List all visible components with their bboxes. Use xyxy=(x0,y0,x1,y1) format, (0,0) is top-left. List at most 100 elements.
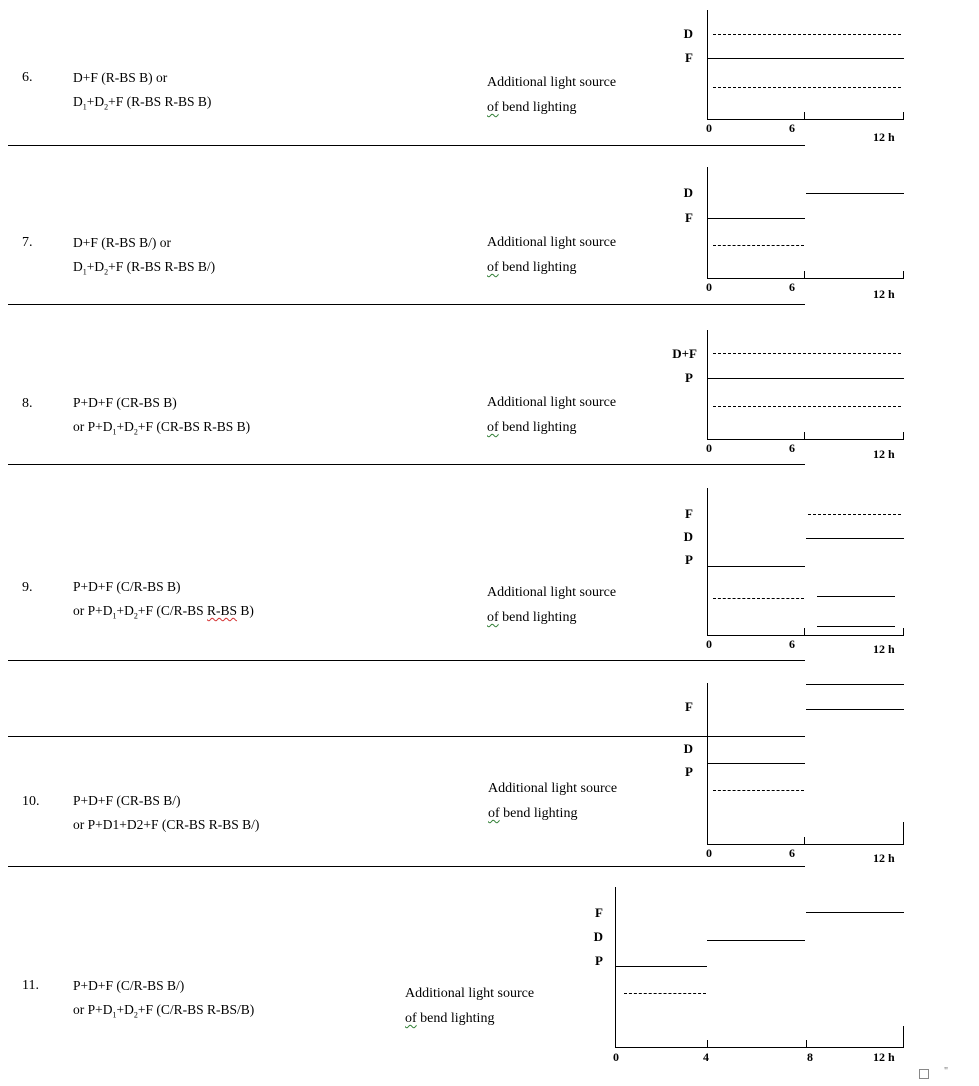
row-separator xyxy=(8,464,805,465)
chart-x-axis xyxy=(707,278,904,279)
chart-label-f: F xyxy=(685,699,693,714)
row-description-line2: D1+D2+F (R-BS R-BS B) xyxy=(73,94,212,112)
solid-signal-line xyxy=(806,684,904,685)
chart-label-f: F xyxy=(685,210,693,225)
chart-tick xyxy=(804,112,805,119)
chart-tick xyxy=(903,628,904,635)
tick-label: 12 h xyxy=(873,1050,895,1064)
chart-label-p: P xyxy=(685,552,693,567)
solid-signal-line xyxy=(707,58,904,59)
tick-label: 0 xyxy=(613,1050,619,1064)
dashed-signal-line xyxy=(713,406,901,407)
dashed-signal-line xyxy=(713,790,804,791)
solid-signal-line xyxy=(806,709,904,710)
chart-label-d: D xyxy=(683,741,693,756)
dashed-signal-line xyxy=(713,353,901,354)
solid-signal-line xyxy=(707,940,805,941)
chart-tick xyxy=(806,1040,807,1047)
chart-y-axis xyxy=(707,10,708,120)
row-separator xyxy=(8,304,805,305)
chart-label-p: P xyxy=(685,370,693,385)
solid-signal-line xyxy=(806,912,904,913)
row-number: 6. xyxy=(22,70,33,85)
chart-tick xyxy=(707,1040,708,1047)
solid-signal-line xyxy=(806,193,904,194)
tick-label: 0 xyxy=(706,121,712,135)
dashed-signal-line xyxy=(713,34,901,35)
chart-tick xyxy=(903,271,904,278)
chart-tick xyxy=(804,271,805,278)
chart-tick xyxy=(804,432,805,439)
row-description-line1: D+F (R-BS B/) or xyxy=(73,235,172,250)
tick-label: 4 xyxy=(703,1050,709,1064)
additional-light-source-label: Additional light source of bend lighting xyxy=(487,585,617,625)
row-description-line2: or P+D1+D2+F (CR-BS R-BS B/) xyxy=(73,817,260,832)
chart-y-axis xyxy=(707,330,708,440)
chart-y-axis xyxy=(707,488,708,636)
row-description-line1: D+F (R-BS B) or xyxy=(73,70,168,85)
tick-label: 0 xyxy=(706,637,712,651)
chart-tick xyxy=(903,1026,904,1047)
row-description-line2: or P+D1+D2+F (C/R-BS R-BS B) xyxy=(73,603,254,621)
dashed-signal-line xyxy=(713,598,804,599)
chart-y-axis xyxy=(707,683,708,845)
row-number: 8. xyxy=(22,396,33,411)
chart-label-p: P xyxy=(685,764,693,779)
chart-tick xyxy=(903,822,904,844)
additional-light-source-label: Additional light source of bend lighting xyxy=(487,395,617,435)
dashed-signal-line xyxy=(713,245,804,246)
row-separator xyxy=(8,866,805,867)
solid-signal-line xyxy=(817,596,895,597)
trailing-mark: " xyxy=(944,1066,949,1077)
additional-light-source-label: Additional light source of bend lighting xyxy=(488,781,618,821)
tick-label: 12 h xyxy=(873,287,895,301)
additional-light-source-label: Additional light source of bend lighting xyxy=(487,235,617,275)
chart-label-d: D xyxy=(683,185,693,200)
chart-x-axis xyxy=(707,844,904,845)
chart-label-d-plus-f: D+F xyxy=(672,346,697,361)
row-description-line2: or P+D1+D2+F (CR-BS R-BS B) xyxy=(73,419,251,437)
chart-label-d: D xyxy=(683,529,693,544)
tick-label: 0 xyxy=(706,846,712,860)
chart-y-axis xyxy=(615,887,616,1048)
row-separator xyxy=(8,145,805,146)
tick-label: 0 xyxy=(706,441,712,455)
chart-x-axis xyxy=(707,119,904,120)
row-separator xyxy=(8,660,805,661)
chart-tick xyxy=(903,432,904,439)
chart-tick xyxy=(903,112,904,119)
additional-light-source-label: Additional light source of bend lighting xyxy=(405,986,535,1026)
row-number: 11. xyxy=(22,978,39,993)
solid-signal-line xyxy=(806,538,904,539)
tick-label: 12 h xyxy=(873,130,895,144)
dashed-signal-line xyxy=(808,514,901,515)
chart-label-d: D xyxy=(593,929,603,944)
row-number: 7. xyxy=(22,235,33,250)
row-description-line2: D1+D2+F (R-BS R-BS B/) xyxy=(73,259,216,277)
solid-signal-line xyxy=(817,626,895,627)
row-number: 9. xyxy=(22,580,33,595)
chart-label-d: D xyxy=(683,26,693,41)
solid-signal-line xyxy=(615,966,707,967)
tick-label: 8 xyxy=(807,1050,813,1064)
row-separator xyxy=(8,736,805,737)
row-number: 10. xyxy=(22,794,40,809)
tick-label: 6 xyxy=(789,121,795,135)
row-description-line1: P+D+F (C/R-BS B/) xyxy=(73,978,185,993)
dashed-signal-line xyxy=(624,993,706,994)
solid-signal-line xyxy=(707,763,805,764)
tick-label: 6 xyxy=(789,280,795,294)
solid-signal-line xyxy=(707,218,805,219)
tick-label: 12 h xyxy=(873,851,895,865)
chart-tick xyxy=(804,628,805,635)
chart-x-axis xyxy=(707,439,904,440)
row-description-line1: P+D+F (C/R-BS B) xyxy=(73,579,181,594)
additional-light-source-label: Additional light source of bend lighting xyxy=(487,75,617,115)
tick-label: 12 h xyxy=(873,447,895,461)
chart-label-p: P xyxy=(595,953,603,968)
chart-y-axis xyxy=(707,167,708,279)
solid-signal-line xyxy=(707,378,904,379)
row-description-line2: or P+D1+D2+F (C/R-BS R-BS/B) xyxy=(73,1002,255,1020)
chart-x-axis xyxy=(615,1047,904,1048)
